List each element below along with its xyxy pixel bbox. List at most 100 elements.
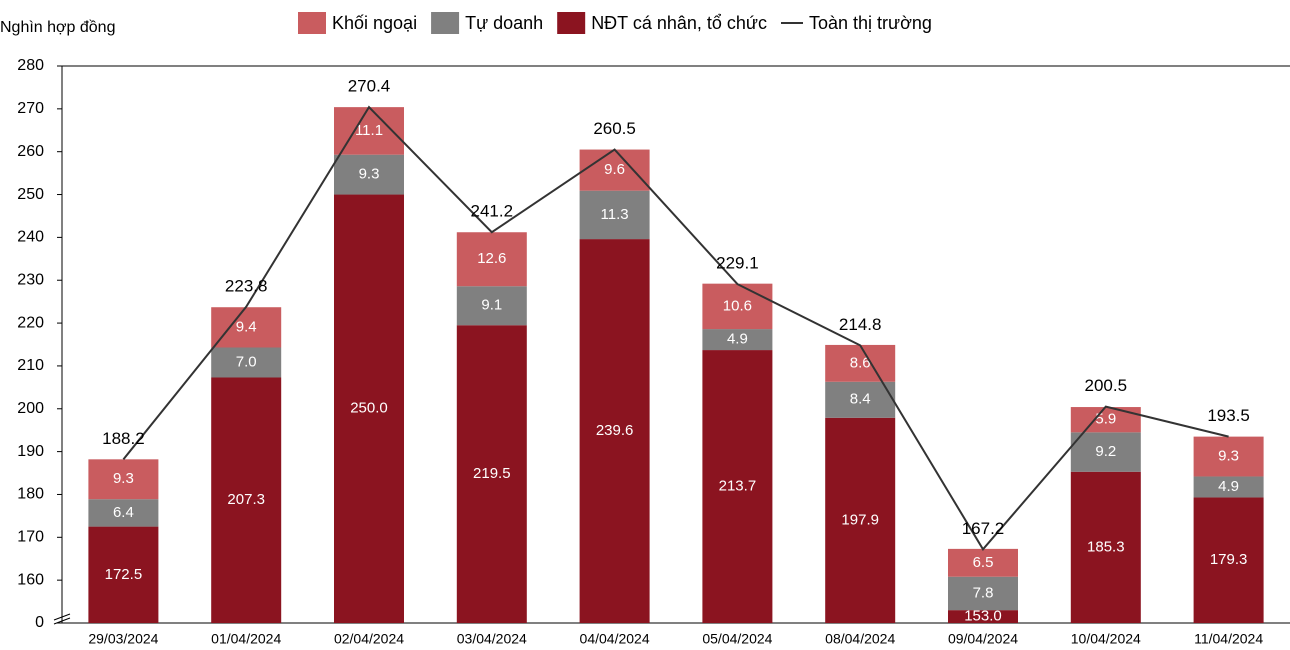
bar-segment bbox=[825, 381, 896, 418]
total-label: 241.2 bbox=[471, 202, 514, 221]
x-tick-label: 04/04/2024 bbox=[580, 631, 650, 647]
bar-value-label: 197.9 bbox=[841, 511, 879, 528]
legend-label: Toàn thị trường bbox=[809, 13, 932, 33]
x-tick-label: 09/04/2024 bbox=[948, 631, 1018, 647]
bar-value-label: 9.3 bbox=[359, 166, 380, 183]
legend-swatch bbox=[298, 12, 326, 34]
x-tick-label: 29/03/2024 bbox=[88, 631, 158, 647]
bar-value-label: 4.9 bbox=[1218, 478, 1239, 495]
y-tick-label: 240 bbox=[17, 229, 44, 246]
y-tick-label: 170 bbox=[17, 529, 44, 546]
bar-segment bbox=[456, 325, 527, 623]
bar-segment bbox=[1193, 436, 1264, 477]
bar-value-label: 6.4 bbox=[113, 504, 134, 521]
legend-label: NĐT cá nhân, tổ chức bbox=[591, 13, 767, 33]
bar-value-label: 8.6 bbox=[850, 354, 871, 371]
bar-segment bbox=[1070, 407, 1141, 433]
legend-label: Tự doanh bbox=[465, 13, 543, 33]
total-label: 193.5 bbox=[1207, 406, 1250, 425]
bar-value-label: 4.9 bbox=[727, 331, 748, 348]
bar-value-label: 250.0 bbox=[350, 400, 388, 417]
y-tick-label: 0 bbox=[35, 614, 44, 631]
bar-segment bbox=[1193, 497, 1264, 623]
bar-segment bbox=[334, 154, 404, 195]
y-tick-label: 250 bbox=[17, 186, 44, 203]
bar-value-label: 7.8 bbox=[973, 584, 994, 601]
y-tick-label: 260 bbox=[17, 143, 44, 160]
x-tick-label: 11/04/2024 bbox=[1194, 631, 1263, 647]
total-label: 270.4 bbox=[348, 77, 391, 96]
bar-segment bbox=[579, 239, 650, 624]
bar-value-label: 153.0 bbox=[964, 608, 1002, 625]
y-tick-label: 230 bbox=[17, 271, 44, 288]
y-tick-label: 270 bbox=[17, 100, 44, 117]
x-tick-label: 02/04/2024 bbox=[334, 631, 404, 647]
y-tick-label: 190 bbox=[17, 443, 44, 460]
bar-segment bbox=[334, 194, 404, 624]
y-tick-label: 220 bbox=[17, 314, 44, 331]
y-tick-label: 210 bbox=[17, 357, 44, 374]
bar-segment bbox=[1193, 476, 1264, 498]
bar-value-label: 207.3 bbox=[227, 491, 265, 508]
bar-value-label: 6.5 bbox=[973, 554, 994, 571]
bar-segment bbox=[948, 576, 1018, 611]
bar-segment bbox=[702, 283, 773, 330]
bar-segment bbox=[456, 232, 527, 287]
bar-value-label: 172.5 bbox=[105, 566, 143, 583]
y-axis-label: Nghìn hợp đồng bbox=[0, 19, 115, 36]
bar-segment bbox=[211, 377, 282, 623]
bar-segment bbox=[579, 190, 650, 240]
bar-value-label: 11.3 bbox=[601, 206, 629, 223]
x-tick-label: 03/04/2024 bbox=[457, 631, 527, 647]
bar-value-label: 9.2 bbox=[1095, 443, 1116, 460]
bar-value-label: 9.1 bbox=[481, 297, 502, 314]
bar-value-label: 185.3 bbox=[1087, 538, 1125, 555]
bar-value-label: 8.4 bbox=[850, 391, 871, 408]
legend-swatch bbox=[431, 12, 460, 34]
bar-value-label: 219.5 bbox=[473, 465, 511, 482]
total-label: 260.5 bbox=[593, 119, 636, 138]
bar-value-label: 7.0 bbox=[236, 353, 257, 370]
y-tick-label: 280 bbox=[17, 57, 44, 74]
legend-swatch bbox=[557, 12, 586, 34]
y-tick-label: 200 bbox=[17, 400, 44, 417]
bar-value-label: 5.9 bbox=[1095, 411, 1116, 428]
axis-break bbox=[53, 613, 71, 621]
bar-value-label: 9.6 bbox=[604, 161, 625, 178]
total-label: 223.8 bbox=[225, 276, 268, 295]
bar-segment bbox=[1070, 471, 1141, 623]
bar-segment bbox=[825, 344, 896, 382]
bar-value-label: 11.1 bbox=[355, 122, 383, 139]
total-label: 214.8 bbox=[839, 315, 882, 334]
bar-segment bbox=[88, 499, 159, 527]
bar-value-label: 179.3 bbox=[1210, 551, 1248, 568]
total-label: 188.2 bbox=[102, 429, 145, 448]
x-tick-label: 10/04/2024 bbox=[1071, 631, 1141, 647]
total-label: 167.2 bbox=[962, 519, 1005, 538]
bar-segment bbox=[948, 548, 1018, 577]
bar-value-label: 213.7 bbox=[719, 478, 757, 495]
bar-segment bbox=[702, 329, 773, 351]
bar-segment bbox=[211, 307, 282, 348]
y-tick-label: 180 bbox=[17, 486, 44, 503]
x-tick-label: 01/04/2024 bbox=[211, 631, 281, 647]
bar-value-label: 12.6 bbox=[477, 250, 506, 267]
total-label: 229.1 bbox=[716, 254, 759, 273]
axis-break bbox=[53, 617, 71, 625]
bar-value-label: 9.3 bbox=[113, 470, 134, 487]
legend-label: Khối ngoại bbox=[332, 13, 417, 33]
bar-segment bbox=[88, 459, 159, 500]
bar-value-label: 239.6 bbox=[596, 422, 634, 439]
bar-segment bbox=[1070, 432, 1141, 472]
y-tick-label: 160 bbox=[17, 571, 44, 588]
x-tick-label: 05/04/2024 bbox=[702, 631, 772, 647]
bar-segment bbox=[948, 610, 1018, 623]
bar-segment bbox=[211, 347, 282, 378]
bar-segment bbox=[579, 149, 650, 191]
bar-value-label: 9.4 bbox=[236, 318, 257, 335]
x-tick-label: 08/04/2024 bbox=[825, 631, 895, 647]
bar-segment bbox=[456, 286, 527, 326]
total-label: 200.5 bbox=[1085, 376, 1128, 395]
bar-segment bbox=[88, 526, 159, 623]
